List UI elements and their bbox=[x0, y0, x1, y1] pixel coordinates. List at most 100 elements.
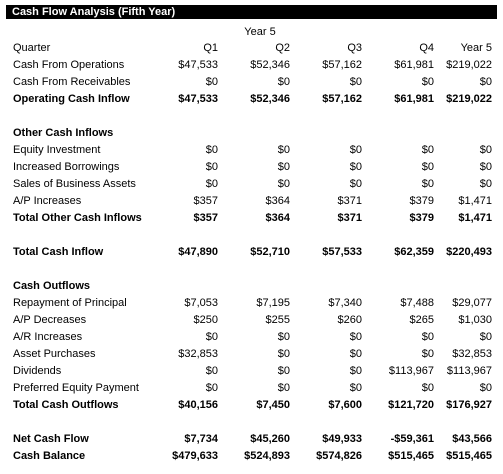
cell-q1: $357 bbox=[193, 195, 218, 207]
cell-q3: $0 bbox=[349, 348, 362, 360]
row-label: A/P Increases bbox=[13, 195, 82, 207]
row-label: Total Cash Inflow bbox=[13, 246, 104, 258]
row-label: Sales of Business Assets bbox=[13, 178, 136, 190]
row-label: Increased Borrowings bbox=[13, 161, 120, 173]
cell-year5: $32,853 bbox=[452, 348, 492, 360]
row-label: Equity Investment bbox=[13, 144, 101, 156]
cell-year5: $29,077 bbox=[452, 297, 492, 309]
row-label: A/P Decreases bbox=[13, 314, 87, 326]
cell-q2: $52,346 bbox=[250, 59, 290, 71]
cell-q1: $7,734 bbox=[184, 433, 218, 445]
table-row: Sales of Business Assets $0 $0 $0 $0 $0 bbox=[0, 176, 503, 193]
cell-q1: $357 bbox=[193, 212, 218, 224]
cell-q1: $32,853 bbox=[178, 348, 218, 360]
row-label: Operating Cash Inflow bbox=[13, 93, 130, 105]
spacer-row bbox=[0, 261, 503, 278]
cell-year5: $0 bbox=[479, 76, 492, 88]
cell-q4: $0 bbox=[421, 161, 434, 173]
table-row: Total Cash Outflows $40,156 $7,450 $7,600 $1… bbox=[0, 397, 503, 414]
cell-q2: $52,346 bbox=[250, 93, 290, 105]
table-row: Increased Borrowings $0 $0 $0 $0 $0 bbox=[0, 159, 503, 176]
row-label: Cash From Receivables bbox=[13, 76, 131, 88]
cell-q3: $49,933 bbox=[322, 433, 362, 445]
cell-q3: $0 bbox=[349, 382, 362, 394]
cell-q4: $515,465 bbox=[388, 450, 434, 462]
cell-q2: $7,195 bbox=[256, 297, 290, 309]
header-year5: Year 5 bbox=[460, 42, 492, 54]
spacer-row bbox=[0, 227, 503, 244]
cell-year5: $515,465 bbox=[446, 450, 492, 462]
table-row: A/R Increases $0 $0 $0 $0 $0 bbox=[0, 329, 503, 346]
cell-q4: $61,981 bbox=[394, 59, 434, 71]
cell-q3: $0 bbox=[349, 144, 362, 156]
cell-q3: $57,533 bbox=[322, 246, 362, 258]
cell-q4: $62,359 bbox=[394, 246, 434, 258]
row-label: Asset Purchases bbox=[13, 348, 96, 360]
spacer-row bbox=[0, 108, 503, 125]
cell-q3: $371 bbox=[337, 195, 362, 207]
cell-q2: $255 bbox=[265, 314, 290, 326]
cell-q1: $0 bbox=[205, 76, 218, 88]
header-label: Quarter bbox=[13, 42, 51, 54]
cell-year5: $0 bbox=[479, 178, 492, 190]
cell-q3: $260 bbox=[337, 314, 362, 326]
table-row: Asset Purchases $32,853 $0 $0 $0 $32,853 bbox=[0, 346, 503, 363]
cell-q3: $371 bbox=[337, 212, 362, 224]
report-title: Cash Flow Analysis (Fifth Year) bbox=[6, 5, 497, 19]
cell-q1: $0 bbox=[205, 178, 218, 190]
cell-q3: $0 bbox=[349, 76, 362, 88]
cell-q2: $45,260 bbox=[250, 433, 290, 445]
cell-year5: $1,030 bbox=[458, 314, 492, 326]
cell-q3: $0 bbox=[349, 331, 362, 343]
table-row: A/P Increases $357 $364 $371 $379 $1,471 bbox=[0, 193, 503, 210]
cell-year5: $220,493 bbox=[446, 246, 492, 258]
cell-q1: $0 bbox=[205, 331, 218, 343]
cell-year5: $1,471 bbox=[458, 212, 492, 224]
table-row: Cash Outflows bbox=[0, 278, 503, 295]
cell-q1: $0 bbox=[205, 161, 218, 173]
row-label: Cash Outflows bbox=[13, 280, 91, 292]
cell-year5: $219,022 bbox=[446, 59, 492, 71]
cell-q1: $0 bbox=[205, 144, 218, 156]
cell-year5: $0 bbox=[479, 382, 492, 394]
cell-q3: $7,340 bbox=[328, 297, 362, 309]
cell-q4: $379 bbox=[409, 212, 434, 224]
cell-year5: $1,471 bbox=[458, 195, 492, 207]
cell-q4: -$59,361 bbox=[390, 433, 434, 445]
cell-q3: $7,600 bbox=[328, 399, 362, 411]
cell-q3: $57,162 bbox=[322, 93, 362, 105]
cell-q1: $0 bbox=[205, 382, 218, 394]
cell-q1: $479,633 bbox=[172, 450, 218, 462]
cell-q2: $0 bbox=[277, 331, 290, 343]
row-label: Total Other Cash Inflows bbox=[13, 212, 142, 224]
cell-q1: $47,890 bbox=[178, 246, 218, 258]
table-row: Equity Investment $0 $0 $0 $0 $0 bbox=[0, 142, 503, 159]
cell-q4: $61,981 bbox=[394, 93, 434, 105]
cell-q2: $0 bbox=[277, 144, 290, 156]
cell-q2: $364 bbox=[265, 195, 290, 207]
row-label: Dividends bbox=[13, 365, 62, 377]
table-row: Dividends $0 $0 $0 $113,967 $113,967 bbox=[0, 363, 503, 380]
table-row: Operating Cash Inflow $47,533 $52,346 $57,1… bbox=[0, 91, 503, 108]
cell-q2: $0 bbox=[277, 178, 290, 190]
table-row: Cash Balance $479,633 $524,893 $574,826 $515… bbox=[0, 448, 503, 465]
cell-q4: $0 bbox=[421, 348, 434, 360]
cell-year5: $43,566 bbox=[452, 433, 492, 445]
cell-q2: $7,450 bbox=[256, 399, 290, 411]
cell-year5: $176,927 bbox=[446, 399, 492, 411]
table-row: Other Cash Inflows bbox=[0, 125, 503, 142]
cell-q2: $0 bbox=[277, 348, 290, 360]
table-row: Cash From Operations $47,533 $52,346 $57,16… bbox=[0, 57, 503, 74]
row-label: Cash Balance bbox=[13, 450, 86, 462]
header-q1: Q1 bbox=[203, 42, 218, 54]
table-row: Repayment of Principal $7,053 $7,195 $7,340… bbox=[0, 295, 503, 312]
cell-q4: $7,488 bbox=[400, 297, 434, 309]
row-label: Other Cash Inflows bbox=[13, 127, 114, 139]
cell-year5: $219,022 bbox=[446, 93, 492, 105]
cell-q2: $0 bbox=[277, 365, 290, 377]
row-label: A/R Increases bbox=[13, 331, 83, 343]
cell-q2: $52,710 bbox=[250, 246, 290, 258]
cell-q3: $574,826 bbox=[316, 450, 362, 462]
cell-q2: $524,893 bbox=[244, 450, 290, 462]
table-row: Total Cash Inflow $47,890 $52,710 $57,533 $6… bbox=[0, 244, 503, 261]
